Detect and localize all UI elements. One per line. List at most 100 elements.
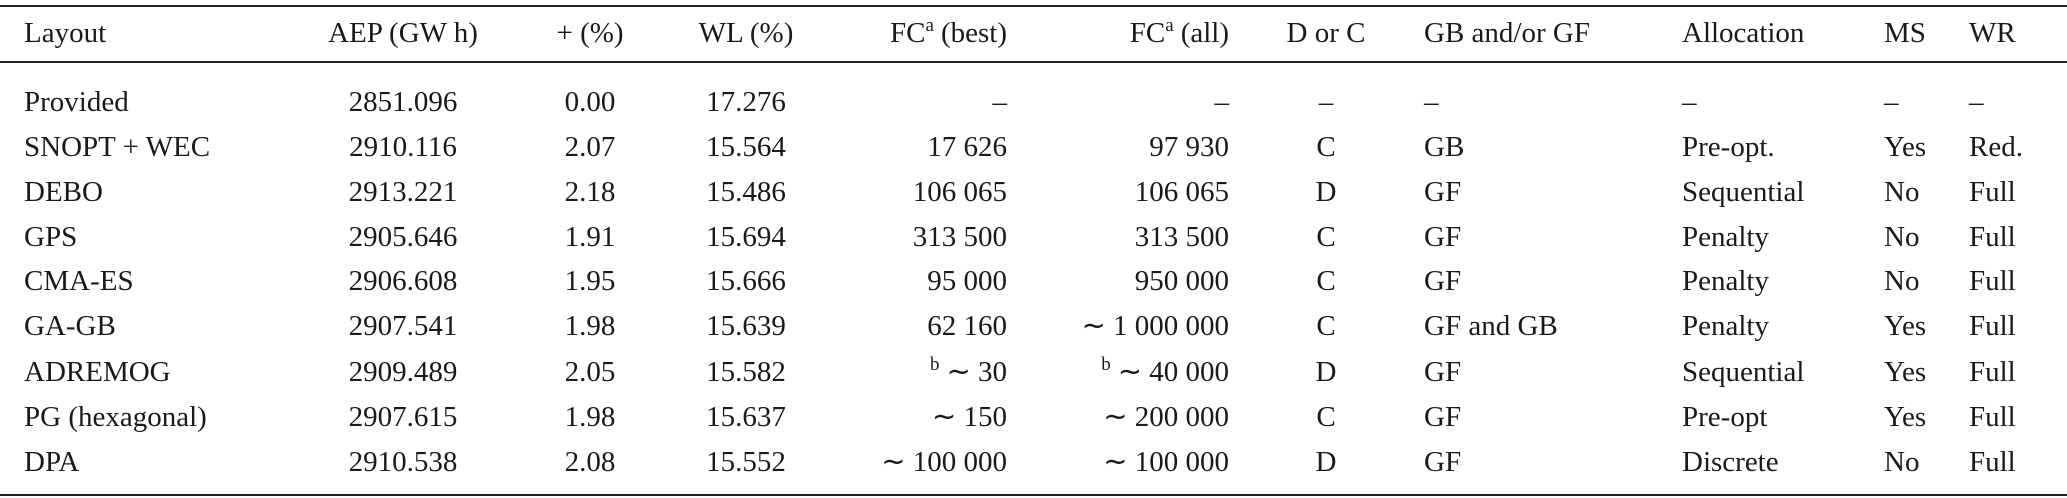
top-rule <box>0 5 2067 7</box>
table-cell: 2851.096 <box>348 86 458 118</box>
table-cell: Provided <box>24 86 129 118</box>
table-cell: 1.95 <box>564 265 616 297</box>
header-cell: WR <box>1969 17 2016 49</box>
table-cell: 2.18 <box>564 176 616 208</box>
table-cell: ∼ 100 000 <box>881 446 1007 478</box>
table-cell: GF <box>1424 401 1462 433</box>
header-cell: WL (%) <box>698 17 794 49</box>
table-cell: 2905.646 <box>348 221 458 253</box>
table-cell: GF <box>1424 176 1462 208</box>
table-cell: ∼ 150 <box>931 401 1007 433</box>
table-cell: D <box>1315 356 1337 388</box>
table-cell: Sequential <box>1682 176 1805 208</box>
table-cell: 2.08 <box>564 446 616 478</box>
table-cell: 2906.608 <box>348 265 458 297</box>
table-cell: 1.98 <box>564 401 616 433</box>
table-cell: No <box>1884 176 1920 208</box>
table-cell: ∼ 200 000 <box>1103 401 1229 433</box>
table-cell: 1.98 <box>564 310 616 342</box>
table-cell: D <box>1315 176 1337 208</box>
table-cell: GPS <box>24 221 78 253</box>
table-cell: 106 065 <box>1134 176 1229 208</box>
footnote-mark: a <box>1165 15 1174 36</box>
table-cell: 2909.489 <box>348 356 458 388</box>
table-cell: Pre-opt. <box>1682 131 1775 163</box>
table-cell: – <box>992 86 1008 118</box>
table-cell: 950 000 <box>1134 265 1229 297</box>
header-cell: FCa (all) <box>1129 15 1229 50</box>
table-cell: Pre-opt <box>1682 401 1768 433</box>
table-cell: C <box>1316 221 1336 253</box>
table-cell: Yes <box>1884 310 1927 342</box>
table-cell: GF <box>1424 221 1462 253</box>
header-cell: Layout <box>24 17 107 49</box>
table-cell: GB <box>1424 131 1465 163</box>
table-cell: 2.07 <box>564 131 616 163</box>
table-cell: 15.564 <box>706 131 786 163</box>
header-text: FC <box>1129 17 1166 49</box>
table-cell: Yes <box>1884 401 1927 433</box>
table-cell: 15.552 <box>706 446 786 478</box>
table-cell: 15.486 <box>706 176 786 208</box>
header-text: FC <box>890 17 926 49</box>
table-cell: ADREMOG <box>24 356 171 388</box>
table-cell: 106 065 <box>912 176 1007 208</box>
header-cell: GB and/or GF <box>1424 17 1590 49</box>
table-cell: 2910.116 <box>349 131 457 163</box>
table-cell: 15.694 <box>706 221 786 253</box>
table-cell: 1.91 <box>564 221 616 253</box>
table-cell: GF and GB <box>1424 310 1558 342</box>
table-cell: No <box>1884 446 1920 478</box>
table-cell: DEBO <box>24 176 103 208</box>
table-cell: 2907.615 <box>348 401 458 433</box>
table-cell: – <box>1884 86 1899 118</box>
header-cell: FCa (best) <box>890 15 1007 50</box>
table-cell: PG (hexagonal) <box>24 401 207 433</box>
table-cell: b ∼ 30 <box>930 354 1007 389</box>
table-cell: 2.05 <box>564 356 616 388</box>
table-cell: C <box>1316 401 1336 433</box>
table-cell: GF <box>1424 265 1462 297</box>
table-cell: Yes <box>1884 131 1927 163</box>
table-cell: Penalty <box>1682 221 1769 253</box>
table-cell: GF <box>1424 446 1462 478</box>
table-cell: – <box>1318 86 1334 118</box>
table-cell: 62 160 <box>927 310 1007 342</box>
header-cell: + (%) <box>556 17 624 49</box>
header-cell: Allocation <box>1682 17 1805 49</box>
table-cell: ∼ 100 000 <box>1103 446 1229 478</box>
table-cell: 2913.221 <box>348 176 458 208</box>
table-cell: Penalty <box>1682 310 1769 342</box>
table-cell: – <box>1424 86 1439 118</box>
table-cell: 15.639 <box>706 310 786 342</box>
table-cell: CMA-ES <box>24 265 134 297</box>
table-cell: No <box>1884 265 1920 297</box>
table-cell: D <box>1315 446 1337 478</box>
table-cell: Full <box>1969 446 2016 478</box>
table-cell: 17 626 <box>927 131 1007 163</box>
table-cell: C <box>1316 310 1336 342</box>
bottom-rule <box>0 494 2067 496</box>
table-cell: 2910.538 <box>348 446 458 478</box>
footnote-mark: b <box>1101 354 1111 375</box>
header-text: (all) <box>1180 17 1229 49</box>
table-cell: 95 000 <box>927 265 1007 297</box>
table-cell: 2907.541 <box>348 310 458 342</box>
table-cell: Full <box>1969 221 2016 253</box>
table-cell: C <box>1316 265 1336 297</box>
table-cell: 313 500 <box>912 221 1007 253</box>
header-cell: D or C <box>1286 17 1366 49</box>
table-cell: 15.666 <box>706 265 786 297</box>
table-cell: 0.00 <box>564 86 616 118</box>
table-cell: – <box>1214 86 1230 118</box>
table-cell: 97 930 <box>1149 131 1229 163</box>
table-cell: Full <box>1969 265 2016 297</box>
table-cell: Discrete <box>1682 446 1779 478</box>
table-cell: Sequential <box>1682 356 1805 388</box>
cell-text: ∼ 30 <box>946 356 1007 388</box>
table-cell: b ∼ 40 000 <box>1101 354 1229 389</box>
header-rule <box>0 61 2067 63</box>
table-cell: Red. <box>1969 131 2023 163</box>
table-cell: GA-GB <box>24 310 116 342</box>
